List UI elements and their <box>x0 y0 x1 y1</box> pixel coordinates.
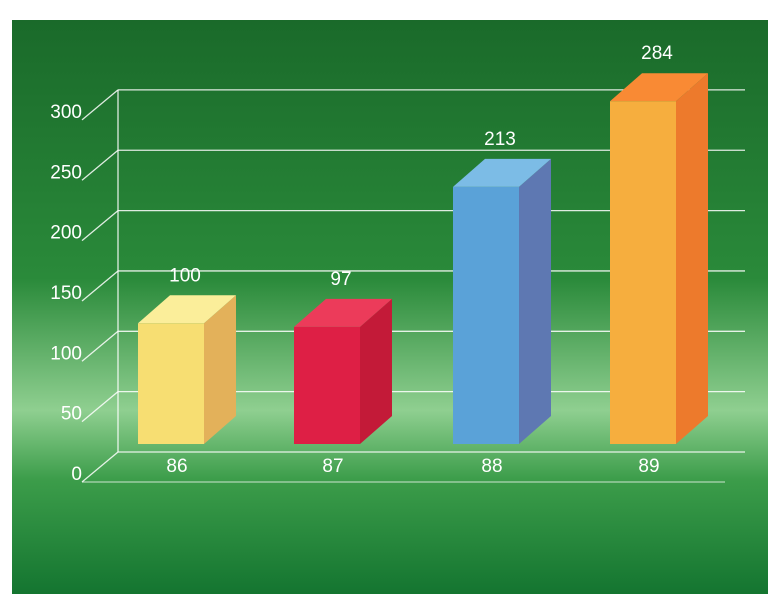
data-label: 97 <box>330 269 351 290</box>
bars <box>138 73 708 444</box>
y-tick-label: 100 <box>50 343 82 364</box>
bar <box>138 295 236 444</box>
bar-top <box>138 295 236 324</box>
data-label: 284 <box>641 43 673 64</box>
gridline-slant <box>81 330 119 362</box>
bar-side <box>204 295 236 444</box>
bar-side <box>519 158 551 444</box>
bar-top <box>294 298 392 327</box>
bar-front <box>610 101 676 444</box>
y-tick-labels: 0 50 100 150 200 250 300 <box>50 102 82 485</box>
x-tick-label: 87 <box>322 456 343 477</box>
bar-top <box>453 158 551 187</box>
data-label: 100 <box>169 265 201 286</box>
bar-front <box>138 323 204 444</box>
data-label: 213 <box>484 129 516 150</box>
y-tick-label: 200 <box>50 223 82 244</box>
x-tick-label: 86 <box>166 456 187 477</box>
x-tick-label: 88 <box>481 456 502 477</box>
gridline-slant <box>81 451 119 483</box>
bar-top <box>610 73 708 102</box>
gridline-slant <box>81 210 119 242</box>
data-labels: 100 97 213 284 <box>169 43 673 290</box>
x-tick-label: 89 <box>638 456 659 477</box>
y-tick-label: 250 <box>50 162 82 183</box>
y-tick-label: 0 <box>71 464 82 485</box>
bar <box>294 298 392 444</box>
x-tick-labels: 86 87 88 89 <box>166 456 659 477</box>
gridline-slant <box>81 270 119 302</box>
bar-front <box>294 326 360 444</box>
gridline-slant <box>81 391 119 423</box>
gridline-slant <box>81 89 119 121</box>
y-tick-label: 50 <box>61 404 82 425</box>
y-tick-label: 300 <box>50 102 82 123</box>
bar <box>453 158 551 444</box>
gridline-slant <box>81 149 119 181</box>
bar <box>610 73 708 444</box>
bar-side <box>360 298 392 444</box>
bar-front <box>453 186 519 444</box>
y-tick-label: 150 <box>50 283 82 304</box>
bar-side <box>676 73 708 444</box>
